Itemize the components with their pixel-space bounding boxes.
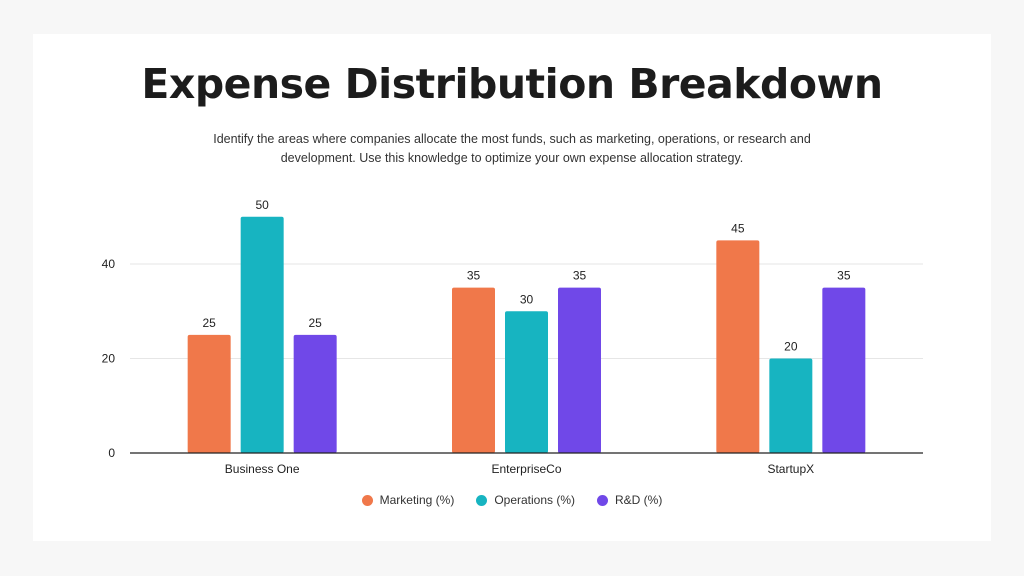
legend-item: R&D (%) (597, 493, 662, 507)
page-title: Expense Distribution Breakdown (141, 60, 883, 108)
bar (187, 334, 231, 453)
data-label: 25 (308, 316, 322, 330)
x-tick-label: EnterpriseCo (491, 462, 561, 476)
x-tick-label: Business One (225, 462, 300, 476)
bar (240, 216, 284, 453)
bar (822, 287, 866, 453)
legend-item: Operations (%) (476, 493, 575, 507)
subtitle: Identify the areas where companies alloc… (213, 132, 811, 165)
bar (505, 311, 548, 453)
bar (769, 358, 813, 453)
data-label: 50 (255, 198, 269, 212)
y-tick-label: 20 (102, 352, 116, 366)
y-tick-label: 0 (108, 446, 115, 460)
legend-label: Operations (%) (494, 493, 576, 507)
data-label: 30 (520, 292, 534, 306)
bar (716, 240, 760, 453)
data-label: 45 (731, 221, 745, 235)
y-tick-label: 40 (102, 257, 116, 271)
data-label: 35 (467, 269, 481, 283)
data-label: 25 (202, 316, 216, 330)
data-label: 35 (573, 269, 587, 283)
bar (452, 287, 495, 453)
bar (558, 287, 601, 453)
legend-swatch (597, 494, 609, 506)
legend-swatch (476, 494, 488, 506)
legend-label: R&D (%) (615, 493, 663, 507)
card (33, 34, 991, 541)
bar (293, 334, 337, 453)
data-label: 20 (784, 340, 798, 354)
legend-item: Marketing (%) (361, 493, 455, 507)
legend-swatch (361, 494, 373, 506)
x-tick-label: StartupX (767, 462, 814, 476)
data-label: 35 (837, 269, 851, 283)
legend: Marketing (%) Operations (%) R&D (%) (0, 493, 1024, 507)
legend-label: Marketing (%) (379, 493, 455, 507)
